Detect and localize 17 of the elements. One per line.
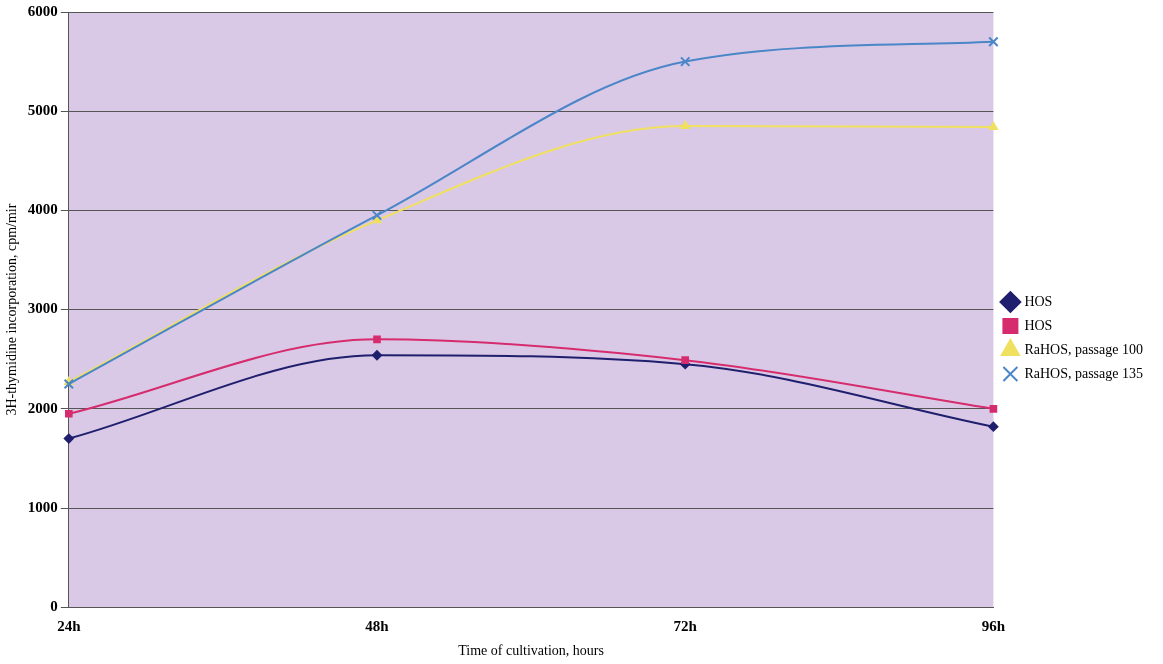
x-axis-title: Time of cultivation, hours bbox=[458, 643, 604, 659]
x-tick-label: 72h bbox=[673, 618, 698, 635]
y-tick-label: 5000 bbox=[27, 102, 58, 119]
legend-label: RaHOS, passage 135 bbox=[1024, 365, 1144, 381]
y-tick-label: 1000 bbox=[27, 498, 58, 515]
y-axis-title: 3H-thymidine incorporation, cpm/mir bbox=[4, 203, 20, 416]
y-tick-label: 6000 bbox=[27, 2, 58, 19]
y-tick-label: 3000 bbox=[27, 300, 58, 317]
legend-label: RaHOS, passage 100 bbox=[1024, 341, 1144, 357]
legend-label: HOS bbox=[1024, 317, 1053, 333]
legend-label: HOS bbox=[1024, 293, 1053, 309]
y-tick-label: 4000 bbox=[27, 201, 58, 218]
x-tick-label: 24h bbox=[57, 618, 82, 635]
y-tick-label: 0 bbox=[50, 598, 58, 615]
x-tick-label: 96h bbox=[981, 618, 1006, 635]
y-tick-label: 2000 bbox=[27, 399, 58, 416]
x-tick-label: 48h bbox=[365, 618, 390, 635]
